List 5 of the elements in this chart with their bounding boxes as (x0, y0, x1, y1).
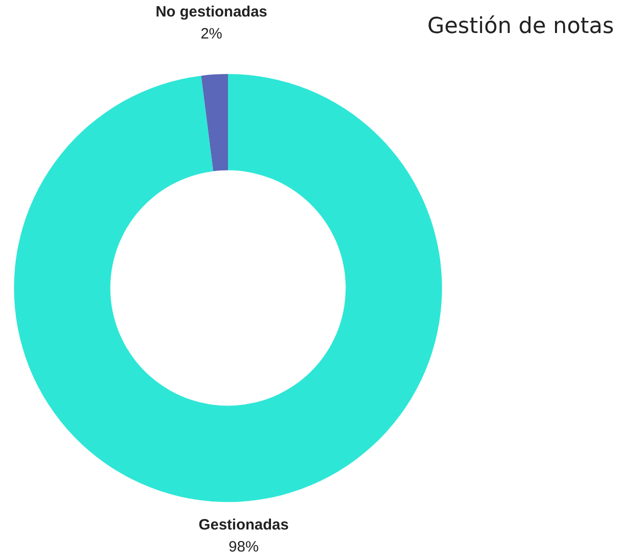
slice-label: Gestionadas (198, 516, 289, 534)
slice-label: No gestionadas (156, 4, 268, 21)
text: Gestión de notas (427, 14, 614, 39)
data-label: 98% (228, 538, 259, 556)
data-label: 2% (200, 26, 222, 43)
